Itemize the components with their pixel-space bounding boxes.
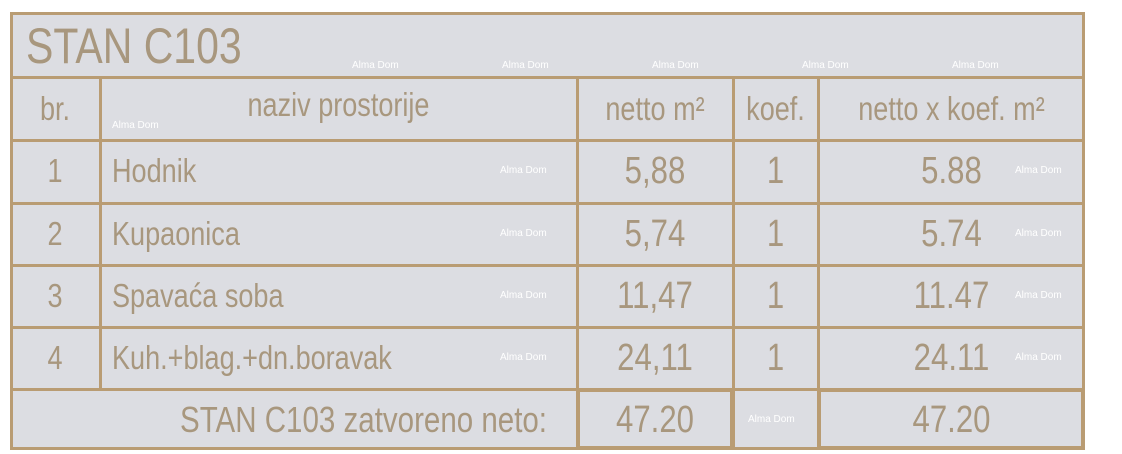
watermark: Alma Dom bbox=[112, 120, 159, 131]
watermark: Alma Dom bbox=[502, 60, 549, 71]
header-net: netto m² bbox=[605, 90, 705, 127]
cell-net: 11,47 bbox=[617, 274, 693, 317]
header-net-coef: netto x koef. m² bbox=[858, 90, 1045, 127]
divider bbox=[10, 202, 1085, 205]
divider bbox=[10, 76, 1085, 79]
watermark: Alma Dom bbox=[1015, 228, 1062, 239]
total-net-coef: 47.20 bbox=[912, 398, 991, 441]
cell-coef: 1 bbox=[766, 149, 785, 192]
watermark: Alma Dom bbox=[802, 60, 849, 71]
divider bbox=[732, 78, 735, 450]
watermark: Alma Dom bbox=[500, 228, 547, 239]
divider bbox=[576, 78, 579, 450]
room-area-table bbox=[10, 12, 1085, 450]
divider bbox=[10, 264, 1085, 267]
cell-no: 4 bbox=[47, 339, 63, 376]
watermark: Alma Dom bbox=[1015, 352, 1062, 363]
cell-net: 5,74 bbox=[624, 212, 686, 255]
cell-room: Kupaonica bbox=[112, 215, 240, 252]
cell-net: 5,88 bbox=[624, 149, 686, 192]
cell-coef: 1 bbox=[766, 336, 785, 379]
cell-no: 2 bbox=[47, 215, 63, 252]
divider bbox=[10, 326, 1085, 329]
cell-net-coef: 5.74 bbox=[921, 212, 982, 255]
divider bbox=[99, 78, 102, 390]
watermark: Alma Dom bbox=[1015, 290, 1062, 301]
header-no: br. bbox=[39, 90, 71, 127]
divider bbox=[10, 388, 1085, 391]
watermark: Alma Dom bbox=[500, 290, 547, 301]
cell-room: Hodnik bbox=[112, 152, 197, 189]
header-coef: koef. bbox=[746, 90, 805, 127]
watermark: Alma Dom bbox=[500, 352, 547, 363]
watermark: Alma Dom bbox=[1015, 165, 1062, 176]
cell-no: 3 bbox=[47, 277, 63, 314]
cell-no: 1 bbox=[47, 152, 63, 189]
total-label: STAN C103 zatvoreno neto: bbox=[180, 399, 548, 440]
cell-coef: 1 bbox=[766, 274, 785, 317]
watermark: Alma Dom bbox=[652, 60, 699, 71]
page-title: STAN C103 bbox=[26, 18, 242, 74]
watermark: Alma Dom bbox=[748, 414, 795, 425]
total-net: 47.20 bbox=[616, 398, 694, 441]
divider bbox=[10, 139, 1085, 142]
header-room: naziv prostorije bbox=[247, 86, 430, 123]
divider bbox=[817, 78, 820, 450]
cell-coef: 1 bbox=[766, 212, 785, 255]
cell-room: Spavaća soba bbox=[112, 277, 284, 314]
watermark: Alma Dom bbox=[352, 60, 399, 71]
cell-net: 24,11 bbox=[617, 336, 693, 379]
total-net-coef-box bbox=[817, 388, 1085, 450]
cell-net-coef: 5.88 bbox=[921, 149, 982, 192]
cell-net-coef: 24.11 bbox=[913, 336, 990, 379]
watermark: Alma Dom bbox=[952, 60, 999, 71]
total-net-box bbox=[576, 388, 734, 450]
cell-net-coef: 11.47 bbox=[913, 274, 990, 317]
watermark: Alma Dom bbox=[500, 165, 547, 176]
cell-room: Kuh.+blag.+dn.boravak bbox=[112, 339, 392, 376]
